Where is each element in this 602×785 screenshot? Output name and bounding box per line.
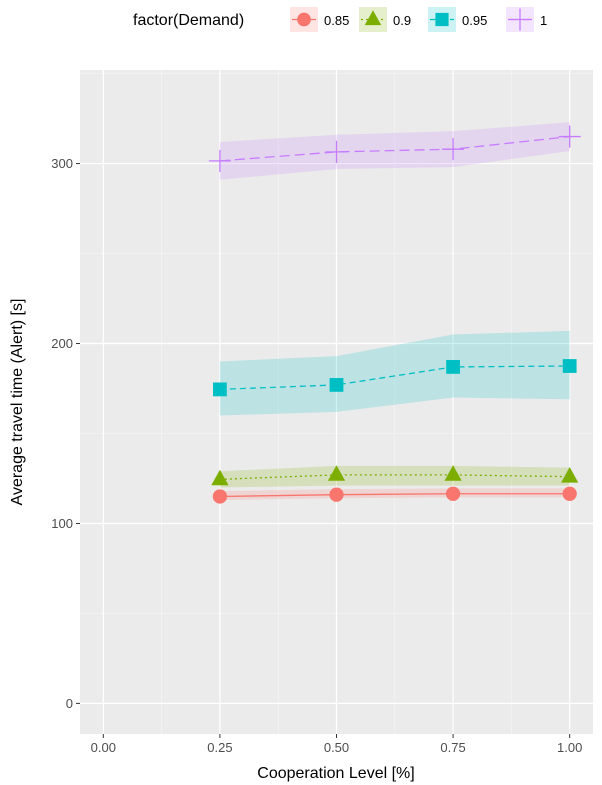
x-tick-label: 0.00 [91, 740, 116, 755]
point-series-0.9 [211, 469, 229, 486]
point-series-1 [442, 138, 465, 161]
confidence-bands [219, 122, 570, 501]
legend-label: 0.95 [462, 13, 487, 28]
point-series-0.85 [562, 486, 577, 501]
line-series-0.95 [219, 365, 570, 391]
point-series-1 [208, 149, 231, 172]
point-series-0.9 [561, 467, 579, 483]
legend: factor(Demand) 0.85 0.9 0.95 1 [133, 7, 547, 32]
y-axis-title: Average travel time (Alert) [s] [9, 299, 26, 506]
legend-label: 0.9 [393, 13, 411, 28]
line-series-1 [219, 135, 570, 162]
y-axis: 0 100 200 300 [51, 156, 80, 711]
point-series-0.85 [329, 487, 344, 502]
band-series-0.9 [219, 465, 570, 488]
legend-title: factor(Demand) [133, 12, 244, 29]
x-axis: 0.00 0.25 0.50 0.75 1.00 [91, 734, 582, 755]
x-axis-title: Cooperation Level [%] [257, 765, 414, 782]
line-series-0.85 [219, 493, 570, 498]
y-tick-label: 300 [51, 156, 73, 171]
point-series-0.95 [562, 359, 577, 373]
line-series-0.9 [219, 474, 570, 481]
legend-key-marker [297, 12, 311, 27]
series-markers [208, 125, 581, 504]
point-series-1 [325, 140, 348, 163]
series-lines [219, 135, 570, 498]
y-tick-label: 100 [51, 516, 73, 531]
legend-label: 1 [540, 13, 547, 28]
legend-keys: 0.85 0.9 0.95 1 [290, 7, 547, 32]
legend-key-marker [509, 8, 531, 31]
x-tick-label: 1.00 [557, 740, 582, 755]
point-series-0.9 [444, 465, 462, 481]
point-series-0.85 [212, 489, 228, 504]
legend-key-marker [435, 12, 449, 27]
y-tick-label: 0 [66, 696, 73, 711]
point-series-0.9 [327, 465, 346, 481]
band-series-1 [219, 122, 570, 180]
x-tick-label: 0.25 [207, 740, 232, 755]
point-series-0.85 [445, 486, 461, 501]
legend-key-marker [364, 10, 382, 26]
point-series-0.95 [446, 360, 460, 374]
point-series-0.95 [329, 378, 344, 392]
point-series-1 [558, 125, 581, 148]
point-series-0.95 [213, 382, 227, 397]
legend-label: 0.85 [324, 13, 349, 28]
x-tick-label: 0.50 [324, 740, 349, 755]
x-tick-label: 0.75 [440, 740, 465, 755]
band-series-0.95 [219, 330, 570, 416]
grid [80, 70, 593, 734]
y-tick-label: 200 [51, 336, 73, 351]
